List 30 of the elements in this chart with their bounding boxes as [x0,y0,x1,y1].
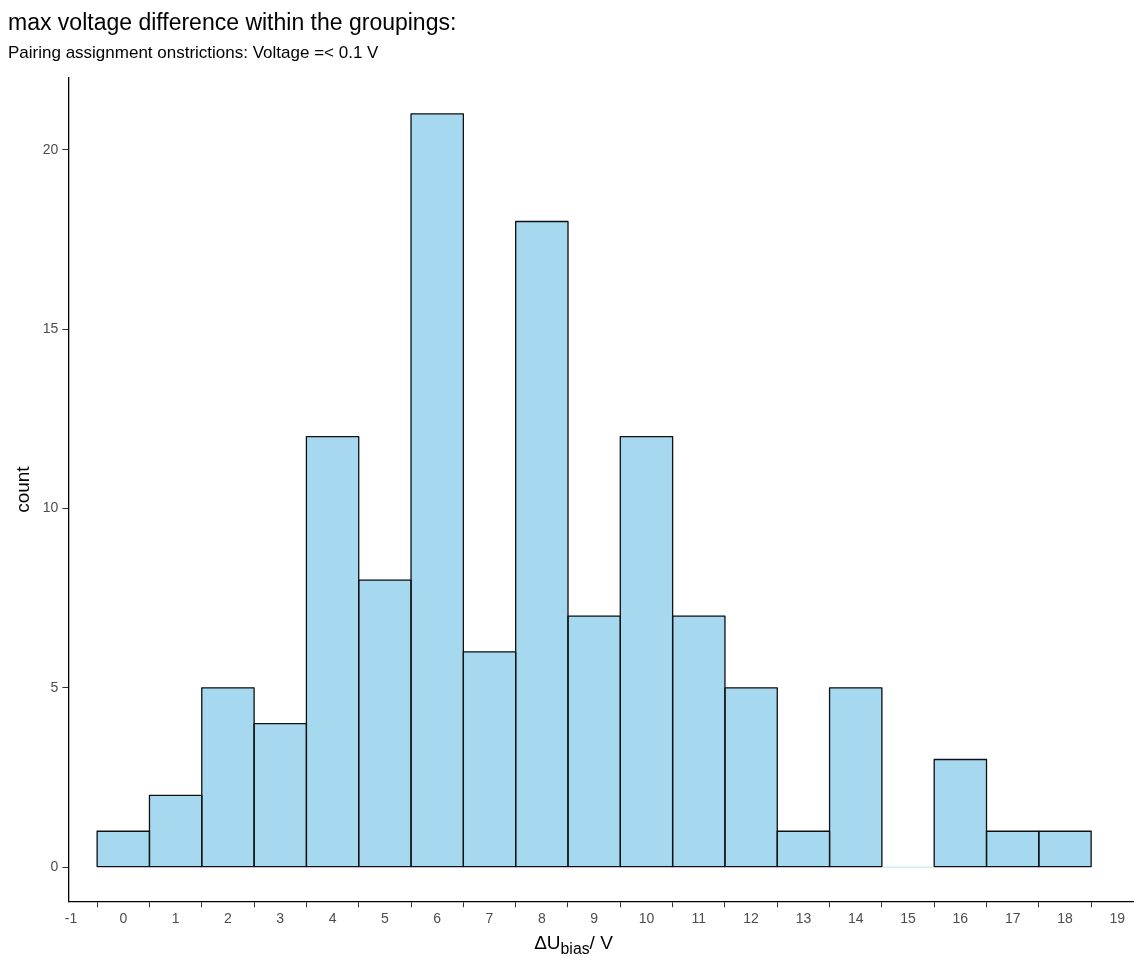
y-tick-label: 10 [42,499,59,516]
x-tick-label: 2 [224,910,233,927]
y-tick-label: 20 [42,140,59,157]
x-tick-label: 0 [119,910,128,927]
x-tick-label: 19 [1109,910,1126,927]
x-tick-label: 3 [276,910,285,927]
x-tick-label: 13 [795,910,812,927]
x-tick-label: 7 [485,910,494,927]
x-tick-label: 11 [691,910,707,927]
x-tick-label: 4 [328,910,337,927]
x-tick-label: -1 [64,910,78,927]
x-tick-label: 14 [847,910,864,927]
x-tick-label: 16 [952,910,969,927]
chart-title: max voltage difference within the groupings: [8,9,457,36]
y-tick-label: 5 [50,678,59,695]
x-tick-label: 18 [1057,910,1073,927]
x-tick-label: 5 [380,910,389,927]
x-tick-label: 15 [900,910,917,927]
x-tick-label: 9 [590,910,599,927]
x-axis-title: ΔU$_{bias}$/ V [533,932,614,958]
x-tick-label: 1 [171,910,180,927]
chart-subtitle: Pairing assignment onstrictions: Voltage =< 0.1 V [8,43,380,63]
x-tick-label: 6 [433,910,442,927]
y-tick-label: 15 [42,319,59,336]
x-tick-label: 10 [638,910,655,927]
y-tick-label: 0 [50,857,59,874]
x-tick-label: 12 [743,910,760,927]
x-tick-label: 8 [537,910,546,927]
y-axis-title: count [11,465,33,513]
x-tick-label: 17 [1004,910,1021,927]
